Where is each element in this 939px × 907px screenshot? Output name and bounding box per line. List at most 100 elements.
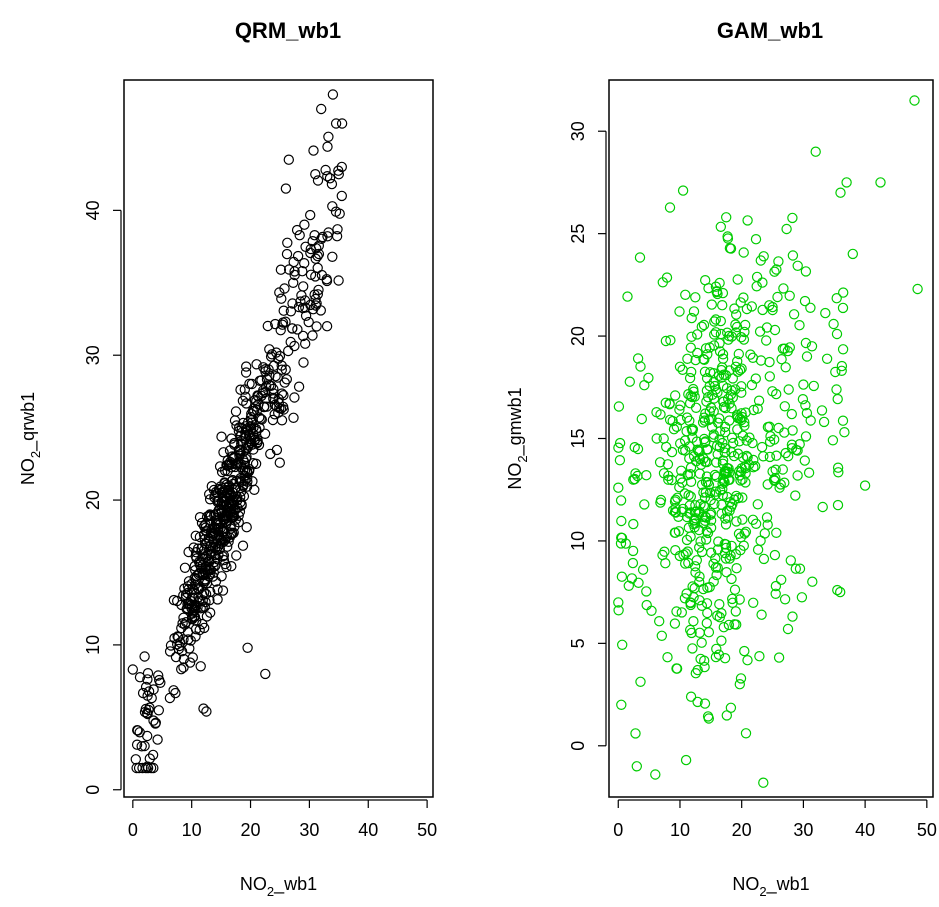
scatter-point bbox=[288, 412, 299, 423]
scatter-point bbox=[792, 470, 803, 481]
scatter-point bbox=[190, 624, 202, 635]
scatter-point bbox=[170, 687, 181, 699]
scatter-point bbox=[666, 446, 678, 458]
x-tick-label: 0 bbox=[128, 820, 138, 840]
scatter-point bbox=[727, 593, 738, 605]
scatter-point bbox=[241, 522, 252, 533]
scatter-point bbox=[187, 614, 198, 625]
scatter-point bbox=[321, 321, 333, 332]
scatter-point bbox=[800, 337, 812, 349]
scatter-point bbox=[237, 540, 249, 551]
scatter-point bbox=[776, 574, 787, 586]
scatter-point bbox=[738, 292, 749, 303]
scatter-point bbox=[201, 511, 213, 522]
scatter-point bbox=[724, 467, 735, 478]
scatter-point bbox=[274, 350, 286, 362]
scatter-point bbox=[675, 400, 686, 411]
scatter-point bbox=[780, 362, 791, 373]
scatter-point bbox=[772, 291, 783, 303]
scatter-point bbox=[764, 371, 776, 382]
scatter-point bbox=[715, 426, 726, 437]
scatter-point bbox=[200, 552, 211, 563]
scatter-point bbox=[714, 338, 725, 349]
scatter-point bbox=[831, 293, 842, 304]
scatter-point bbox=[847, 248, 859, 260]
scatter-point bbox=[779, 401, 791, 412]
scatter-point bbox=[912, 283, 923, 295]
scatter-point bbox=[234, 475, 245, 486]
scatter-point bbox=[669, 496, 681, 507]
scatter-point bbox=[634, 252, 646, 263]
scatter-point bbox=[718, 401, 730, 413]
scatter-point bbox=[800, 431, 812, 442]
scatter-point bbox=[662, 459, 674, 470]
scatter-point bbox=[692, 347, 703, 359]
scatter-point bbox=[777, 343, 789, 354]
scatter-point bbox=[201, 706, 212, 717]
scatter-point bbox=[689, 582, 700, 594]
scatter-point bbox=[641, 586, 652, 597]
scatter-point bbox=[711, 457, 722, 468]
scatter-point bbox=[670, 502, 681, 514]
scatter-point bbox=[771, 527, 782, 539]
scatter-point bbox=[643, 372, 654, 384]
scatter-point bbox=[142, 668, 154, 679]
scatter-point bbox=[715, 315, 727, 327]
scatter-point bbox=[266, 349, 278, 360]
scatter-point bbox=[726, 447, 737, 458]
scatter-point bbox=[732, 274, 743, 285]
plot-frame bbox=[123, 79, 434, 798]
scatter-point bbox=[707, 389, 718, 400]
scatter-point bbox=[153, 705, 164, 716]
scatter-point bbox=[740, 468, 751, 479]
scatter-point bbox=[182, 634, 194, 645]
scatter-point bbox=[152, 670, 164, 681]
scatter-point bbox=[247, 458, 259, 469]
scatter-point bbox=[173, 632, 184, 643]
scatter-point bbox=[714, 434, 725, 445]
scatter-point bbox=[655, 494, 667, 506]
scatter-point bbox=[799, 455, 811, 466]
scatter-point bbox=[221, 460, 232, 471]
scatter-point bbox=[310, 168, 321, 180]
scatter-point bbox=[633, 577, 644, 589]
scatter-point bbox=[336, 161, 347, 173]
scatter-point bbox=[770, 588, 781, 600]
scatter-point bbox=[285, 306, 297, 317]
scatter-point bbox=[817, 501, 828, 513]
scatter-point bbox=[739, 326, 750, 338]
scatter-point bbox=[143, 686, 155, 697]
scatter-point bbox=[784, 290, 795, 301]
scatter-point bbox=[684, 500, 696, 511]
scatter-point bbox=[701, 471, 713, 482]
scatter-point bbox=[699, 698, 711, 709]
scatter-point bbox=[231, 550, 242, 561]
scatter-point bbox=[692, 664, 703, 676]
scatter-point bbox=[677, 185, 689, 196]
scatter-point bbox=[703, 713, 715, 724]
y-tick-label: 5 bbox=[568, 638, 588, 648]
scatter-point bbox=[783, 451, 794, 462]
scatter-point bbox=[251, 359, 262, 370]
scatter-point bbox=[246, 439, 258, 450]
scatter-point bbox=[841, 177, 852, 188]
scatter-point bbox=[291, 224, 303, 236]
scatter-point bbox=[251, 438, 263, 449]
scatter-point bbox=[746, 379, 758, 391]
scatter-point bbox=[230, 406, 242, 417]
scatter-point bbox=[805, 415, 816, 426]
scatter-point bbox=[262, 320, 273, 332]
scatter-point bbox=[837, 302, 849, 314]
scatter-point bbox=[729, 303, 740, 314]
scatter-point bbox=[710, 651, 722, 663]
scatter-point bbox=[333, 165, 344, 176]
scatter-point bbox=[615, 538, 627, 549]
scatter-point bbox=[694, 542, 705, 553]
scatter-point bbox=[171, 639, 183, 650]
scatter-point bbox=[717, 287, 729, 299]
scatter-point bbox=[800, 266, 812, 277]
scatter-point bbox=[767, 466, 778, 477]
x-tick-label: 40 bbox=[855, 820, 875, 840]
scatter-point bbox=[733, 492, 744, 504]
scatter-point bbox=[737, 430, 749, 441]
